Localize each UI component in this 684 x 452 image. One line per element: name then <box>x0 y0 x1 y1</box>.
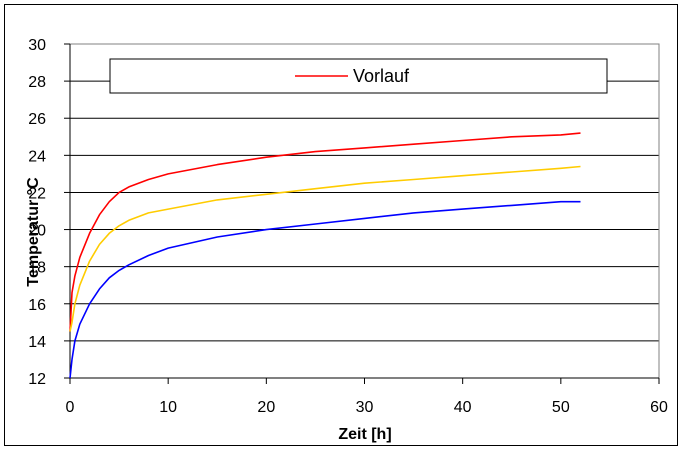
series-yellow-line <box>69 165 581 332</box>
series-red-line <box>69 132 581 332</box>
y-tick-label: 14 <box>28 334 46 351</box>
y-tick-label: 18 <box>28 260 46 277</box>
y-tick-label: 24 <box>28 148 46 165</box>
x-tick-label: 50 <box>552 399 570 416</box>
x-tick-label: 60 <box>650 399 668 416</box>
y-tick-label: 26 <box>28 111 46 128</box>
y-tick-label: 28 <box>28 74 46 91</box>
y-tick-label: 22 <box>28 185 46 202</box>
x-tick-label: 10 <box>159 399 177 416</box>
y-axis-title: Temperatur °C <box>25 177 42 287</box>
y-tick-label: 30 <box>28 37 46 54</box>
legend: Vorlauf <box>109 58 608 94</box>
x-tick-label: 30 <box>356 399 374 416</box>
y-tick-label: 16 <box>28 297 46 314</box>
y-tick-label: 12 <box>28 371 46 388</box>
grid-layer <box>70 80 659 342</box>
y-tick-label: 20 <box>28 223 46 240</box>
x-axis-title: Zeit [h] <box>338 426 391 443</box>
series-blue-line <box>69 200 581 379</box>
series-layer <box>69 132 581 379</box>
axis-layer: 12 14 16 18 20 22 24 26 28 30 0 10 20 30 40 50 60 <box>28 37 668 416</box>
legend-label-vorlauf: Vorlauf <box>353 66 410 86</box>
x-tick-label: 0 <box>66 399 75 416</box>
legend-box <box>109 58 608 94</box>
x-tick-label: 20 <box>257 399 275 416</box>
x-tick-label: 40 <box>454 399 472 416</box>
